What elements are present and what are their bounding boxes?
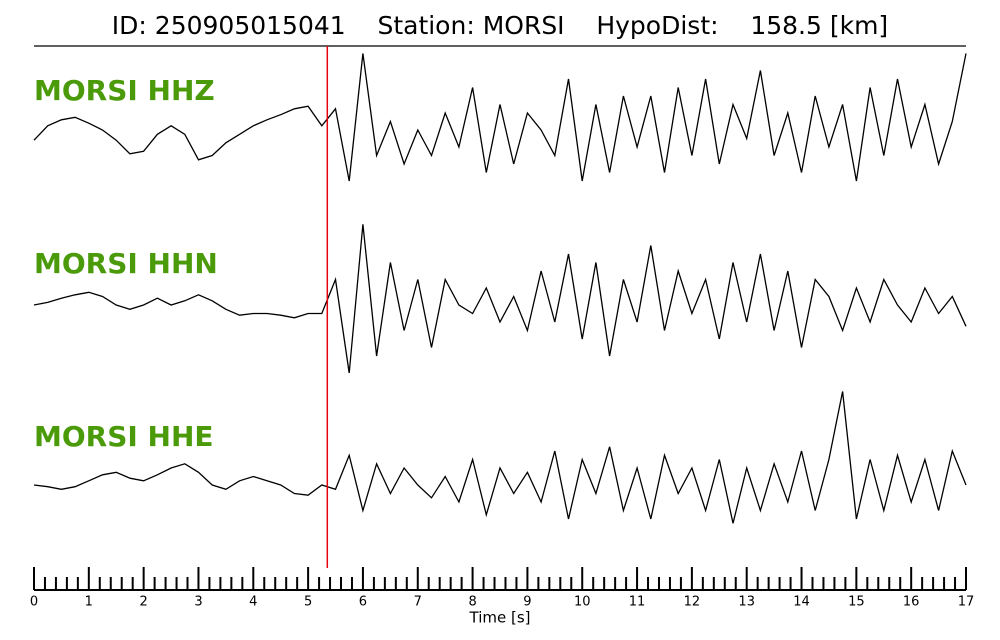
trace: [33, 391, 967, 524]
x-tick-label: 8: [468, 595, 476, 610]
x-tick-label: 9: [523, 595, 531, 610]
x-tick-label: 7: [414, 595, 422, 610]
trace-label: MORSI HHE: [34, 420, 214, 453]
x-tick-label: 11: [629, 595, 646, 610]
trace-label: MORSI HHN: [34, 247, 218, 280]
trace: [33, 224, 967, 374]
trace-label: MORSI HHZ: [34, 74, 215, 107]
chart-title: ID: 250905015041 Station: MORSI HypoDist…: [112, 11, 888, 40]
x-tick-label: 6: [359, 595, 367, 610]
x-tick-label: 5: [304, 595, 312, 610]
x-tick-label: 13: [738, 595, 755, 610]
x-tick-label: 2: [140, 595, 148, 610]
x-tick-label: 15: [848, 595, 865, 610]
trace: [33, 53, 967, 182]
x-tick-label: 17: [958, 595, 975, 610]
x-tick-label: 0: [30, 595, 38, 610]
x-tick-label: 3: [194, 595, 202, 610]
x-tick-label: 4: [249, 595, 257, 610]
x-tick-label: 12: [684, 595, 701, 610]
x-tick-label: 16: [903, 595, 920, 610]
x-tick-label: 14: [793, 595, 810, 610]
x-tick-label: 1: [85, 595, 93, 610]
x-tick-label: 10: [574, 595, 591, 610]
x-axis-label: Time [s]: [469, 609, 531, 627]
